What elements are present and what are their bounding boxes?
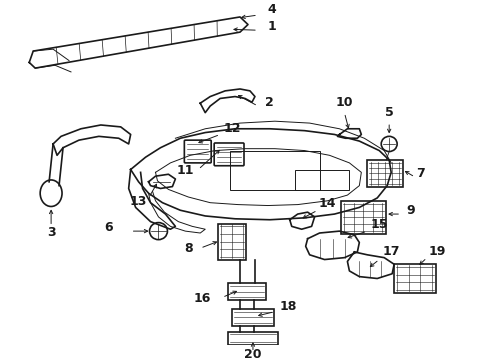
Bar (342, 201, 386, 234)
Text: 18: 18 (279, 300, 296, 313)
Text: 16: 16 (194, 292, 211, 305)
Text: 3: 3 (47, 226, 55, 239)
Bar (228, 283, 266, 300)
Text: 13: 13 (130, 195, 147, 208)
Text: 8: 8 (184, 242, 193, 255)
Text: 14: 14 (319, 197, 336, 211)
Bar (294, 170, 349, 190)
Text: 10: 10 (336, 96, 353, 109)
Text: 20: 20 (244, 348, 262, 360)
Text: 4: 4 (268, 3, 277, 16)
Bar (232, 309, 274, 326)
Bar (230, 150, 319, 190)
Text: 1: 1 (268, 20, 277, 33)
Text: 11: 11 (176, 164, 194, 177)
Text: 19: 19 (428, 245, 445, 258)
Bar (228, 332, 278, 345)
Text: 5: 5 (385, 105, 393, 118)
Text: 6: 6 (104, 221, 113, 234)
Bar (394, 264, 436, 293)
Text: 17: 17 (382, 245, 400, 258)
Bar (218, 224, 246, 260)
Text: 2: 2 (265, 96, 273, 109)
Text: 15: 15 (370, 218, 388, 231)
Text: 12: 12 (223, 122, 241, 135)
Text: 9: 9 (407, 204, 416, 217)
Bar (368, 160, 403, 186)
Text: 7: 7 (416, 167, 425, 180)
